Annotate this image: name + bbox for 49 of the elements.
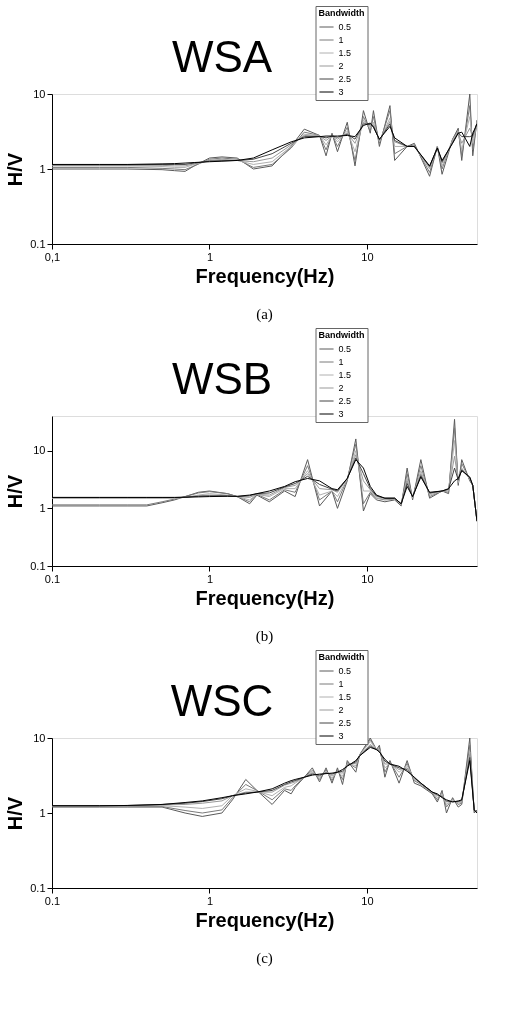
x-axis-title: Frequency(Hz) xyxy=(195,264,335,287)
legend-label: 2 xyxy=(338,61,344,71)
y-axis-title: H/V xyxy=(4,796,27,831)
y-tick-label: 10 xyxy=(33,87,46,100)
y-tick-label: 1 xyxy=(39,806,46,819)
chart-title: WSB xyxy=(171,354,273,403)
x-tick-label: 0,1 xyxy=(44,250,61,263)
legend-title: Bandwidth xyxy=(318,8,365,18)
y-tick-label: 10 xyxy=(33,731,46,744)
text: (c) xyxy=(256,950,273,967)
legend-label: 0.5 xyxy=(338,22,352,32)
legend-label: 1.5 xyxy=(338,370,352,380)
chart-title: WSA xyxy=(171,32,273,81)
legend-label: 0.5 xyxy=(338,344,352,354)
legend-label: 0.5 xyxy=(338,666,352,676)
legend-label: 1.5 xyxy=(338,48,352,58)
legend-label: 3 xyxy=(338,409,344,419)
x-axis-title: Frequency(Hz) xyxy=(195,586,335,609)
x-tick-label: 1 xyxy=(206,572,214,585)
legend-label: 2.5 xyxy=(338,718,352,728)
y-tick-label: 0.1 xyxy=(30,559,46,572)
x-tick-label: 10 xyxy=(361,894,374,907)
legend-label: 2.5 xyxy=(338,396,352,406)
legend-label: 1.5 xyxy=(338,692,352,702)
x-tick-label: 1 xyxy=(206,894,214,907)
y-axis-title: H/V xyxy=(4,474,27,509)
x-tick-label: 10 xyxy=(361,250,374,263)
legend-title: Bandwidth xyxy=(318,330,365,340)
text: (a) xyxy=(256,306,273,323)
legend-label: 1 xyxy=(338,35,344,45)
y-tick-label: 0.1 xyxy=(30,237,46,250)
legend-label: 3 xyxy=(338,731,344,741)
x-tick-label: 1 xyxy=(206,250,214,263)
legend-label: 1 xyxy=(338,357,344,367)
y-axis-title: H/V xyxy=(4,152,27,187)
text: (b) xyxy=(255,628,274,645)
legend-title: Bandwidth xyxy=(318,652,365,662)
legend-label: 2.5 xyxy=(338,74,352,84)
y-tick-label: 1 xyxy=(39,501,46,514)
y-tick-label: 0.1 xyxy=(30,881,46,894)
legend-label: 1 xyxy=(338,679,344,689)
chart-title: WSC xyxy=(170,676,274,725)
x-axis-title: Frequency(Hz) xyxy=(195,908,335,931)
x-tick-label: 10 xyxy=(361,572,374,585)
legend-label: 2 xyxy=(338,705,344,715)
y-tick-label: 10 xyxy=(33,444,46,457)
legend-label: 3 xyxy=(338,87,344,97)
legend-label: 2 xyxy=(338,383,344,393)
y-tick-label: 1 xyxy=(39,162,46,175)
